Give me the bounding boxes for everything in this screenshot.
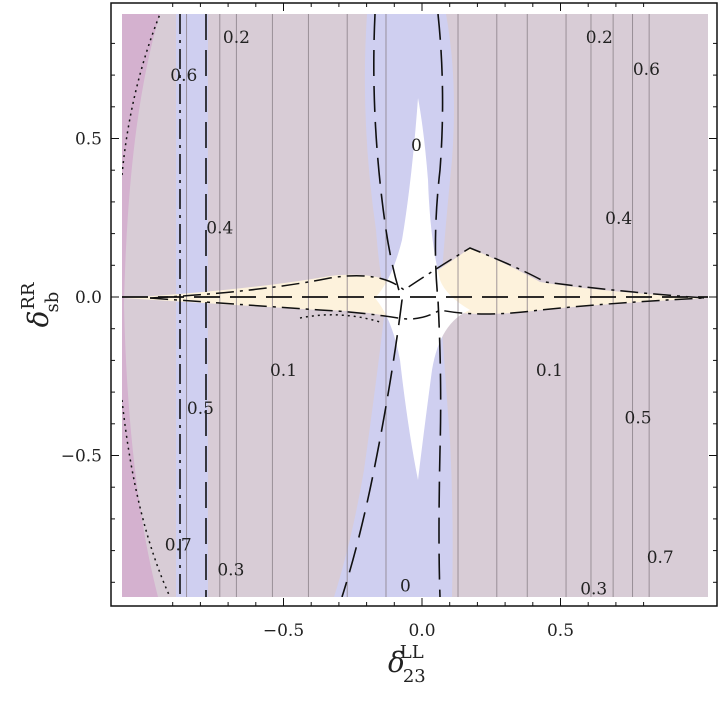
contour-label: 0.6 bbox=[170, 66, 197, 86]
plot-frame bbox=[110, 2, 718, 607]
contour-label: 0.7 bbox=[165, 535, 192, 555]
y-tick-label: −0.5 bbox=[61, 447, 102, 467]
contour-labels: 0.2 0.2 0.6 0.6 0 0.4 0.4 0.1 0.1 0.5 0.5 0.7 0.7 0.3… bbox=[165, 28, 674, 600]
y-axis-label-sub: sb bbox=[42, 292, 63, 313]
x-tick-label: −0.5 bbox=[263, 621, 304, 641]
vertical-contour-lines bbox=[186, 14, 650, 597]
contour-label: 0.3 bbox=[580, 580, 607, 600]
contour-label: 0.1 bbox=[536, 361, 563, 381]
x-tick-label: 0.0 bbox=[408, 621, 435, 641]
contour-label: 0.3 bbox=[217, 561, 244, 581]
dashdot-boundary-cross-top bbox=[149, 247, 706, 299]
contour-label: 0 bbox=[400, 576, 411, 596]
y-tick-label: 0.0 bbox=[75, 288, 102, 308]
white-central-region bbox=[375, 98, 470, 480]
contour-label: 0.7 bbox=[647, 548, 674, 568]
blue-band-left bbox=[176, 14, 208, 597]
contour-label: 0.4 bbox=[605, 209, 632, 229]
dotted-contour-left-upper bbox=[122, 14, 161, 176]
contour-label: 0.2 bbox=[586, 28, 613, 48]
contour-label: 0.6 bbox=[633, 60, 660, 80]
x-axis-label-sup: LL bbox=[400, 642, 424, 663]
y-axis-ticks: 0.5 0.0 −0.5 bbox=[61, 42, 717, 583]
contour-label: 0 bbox=[411, 136, 422, 156]
dotted-contour-center bbox=[299, 314, 381, 323]
contour-label: 0.2 bbox=[223, 28, 250, 48]
allowed-region bbox=[124, 248, 708, 319]
magenta-region bbox=[122, 14, 160, 597]
dashed-boundary-central-right bbox=[434, 14, 444, 597]
y-axis-label-sup: RR bbox=[18, 282, 39, 310]
x-tick-label: 0.5 bbox=[547, 621, 574, 641]
dashed-boundary-central bbox=[341, 14, 403, 597]
x-axis-label-main: δ bbox=[388, 646, 405, 679]
dashdot-boundary-cross-bottom bbox=[149, 297, 706, 320]
x-axis-label: δ23 LL bbox=[388, 642, 426, 687]
contour-label: 0.4 bbox=[206, 218, 233, 238]
y-tick-label: 0.5 bbox=[75, 130, 102, 150]
y-axis-label: δsbRR bbox=[18, 282, 63, 327]
contour-label: 0.5 bbox=[625, 408, 652, 428]
x-axis-label-sub: 23 bbox=[403, 666, 426, 687]
y-axis-label-main: δ bbox=[22, 311, 55, 328]
contour-label: 0.1 bbox=[270, 361, 297, 381]
x-axis-ticks: −0.5 0.0 0.5 bbox=[172, 3, 645, 641]
contour-label: 0.5 bbox=[187, 399, 214, 419]
